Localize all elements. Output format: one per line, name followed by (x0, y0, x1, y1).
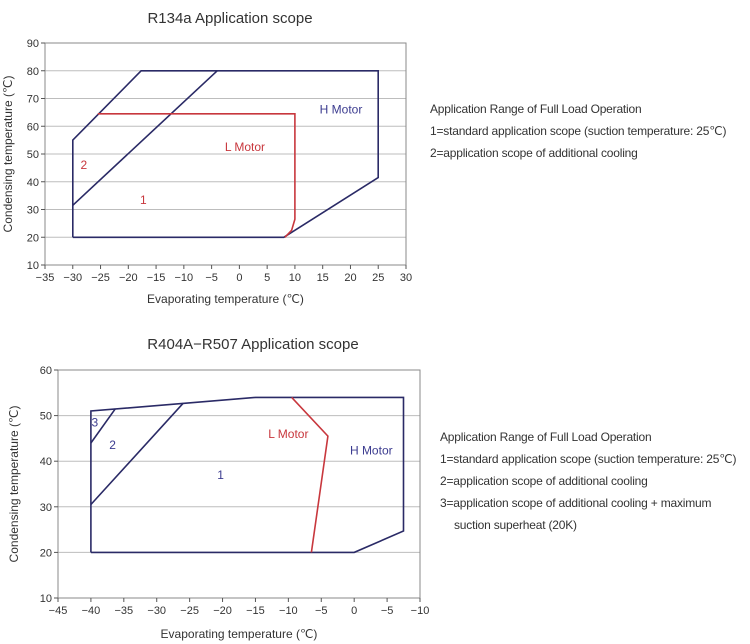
annotation-h-motor: H Motor (350, 444, 393, 458)
x-tick-label: −10 (411, 605, 430, 617)
notes-r134a: Application Range of Full Load Operation… (430, 98, 727, 164)
x-tick-label: −5 (315, 605, 328, 617)
y-tick-label: 60 (27, 121, 39, 133)
x-tick-label: −10 (279, 605, 298, 617)
series-l-motor-line (97, 113, 296, 238)
notes-r134a-item-2: 2=application scope of additional coolin… (430, 146, 638, 160)
y-tick-label: 80 (27, 66, 39, 78)
y-tick-label: 50 (40, 411, 52, 423)
notes-r404a-r507: Application Range of Full Load Operation… (440, 426, 737, 536)
chart-title: R134a Application scope (147, 10, 312, 27)
annotation-1: 1 (140, 193, 147, 207)
x-axis-label: Evaporating temperature (℃) (161, 627, 318, 641)
x-tick-label: −35 (36, 272, 55, 284)
y-axis-label: Condensing temperature (℃) (1, 76, 15, 233)
x-tick-label: −5 (205, 272, 218, 284)
x-tick-label: 5 (264, 272, 270, 284)
series-l-motor-line (291, 396, 329, 553)
notes-r404a-item-1: 1=standard application scope (suction te… (440, 452, 737, 466)
x-tick-label: −20 (119, 272, 138, 284)
y-tick-label: 30 (27, 205, 39, 217)
y-tick-label: 70 (27, 94, 39, 106)
y-tick-label: 30 (40, 502, 52, 514)
x-tick-label: −25 (180, 605, 199, 617)
series-boundary-line (90, 402, 184, 506)
y-tick-label: 20 (27, 232, 39, 244)
y-tick-label: 10 (27, 260, 39, 272)
x-tick-label: 15 (317, 272, 329, 284)
x-tick-label: −40 (82, 605, 101, 617)
x-tick-label: −25 (91, 272, 110, 284)
y-axis-label: Condensing temperature (℃) (7, 406, 21, 563)
chart-r134a: R134a Application scope −35 −30 −25 −20 −15 −1… (1, 10, 412, 306)
y-tick-label: 20 (40, 547, 52, 559)
annotation-3: 3 (92, 415, 99, 429)
x-tick-label: −15 (147, 272, 166, 284)
notes-r404a-item-3: 3=application scope of additional coolin… (440, 496, 712, 510)
x-tick-label: −10 (175, 272, 194, 284)
notes-r404a-item-2: 2=application scope of additional coolin… (440, 474, 648, 488)
notes-r134a-heading: Application Range of Full Load Operation (430, 102, 642, 116)
notes-r134a-item-1: 1=standard application scope (suction te… (430, 124, 727, 138)
x-tick-label: 10 (289, 272, 301, 284)
annotation-l-motor: L Motor (225, 140, 265, 154)
x-tick-label: −20 (213, 605, 232, 617)
plot-frame (57, 369, 421, 599)
chart-title: R404A−R507 Application scope (147, 336, 358, 353)
annotation-l-motor: L Motor (268, 427, 308, 441)
annotation-2: 2 (109, 438, 116, 452)
y-tick-label: 60 (40, 365, 52, 377)
annotation-1: 1 (217, 468, 224, 482)
x-tick-label: 30 (400, 272, 412, 284)
series-boundary-line (90, 408, 116, 444)
x-tick-label: −35 (114, 605, 133, 617)
annotation-2: 2 (81, 158, 88, 172)
x-tick-label: 0 (351, 605, 357, 617)
notes-r404a-item-3-continued: suction superheat (20K) (454, 518, 577, 532)
y-tick-label: 40 (27, 177, 39, 189)
x-tick-label: 20 (344, 272, 356, 284)
x-tick-label: 25 (372, 272, 384, 284)
series-h-motor-line (72, 70, 380, 239)
y-tick-label: 10 (40, 593, 52, 605)
x-tick-label: −15 (246, 605, 265, 617)
notes-r404a-heading: Application Range of Full Load Operation (440, 430, 652, 444)
x-axis-label: Evaporating temperature (℃) (147, 292, 304, 306)
y-tick-label: 90 (27, 38, 39, 50)
series-boundary-line (72, 70, 218, 206)
chart-r404a-r507: R404A−R507 Application scope −45 −40 −35 −30… (7, 336, 429, 641)
y-tick-label: 40 (40, 456, 52, 468)
x-tick-label: −30 (63, 272, 82, 284)
annotation-h-motor: H Motor (320, 103, 363, 117)
x-tick-label: −5 (381, 605, 394, 617)
y-tick-label: 50 (27, 149, 39, 161)
x-tick-label: −30 (147, 605, 166, 617)
series-h-motor-line (90, 396, 405, 554)
x-tick-label: −45 (49, 605, 68, 617)
x-tick-label: 0 (236, 272, 242, 284)
